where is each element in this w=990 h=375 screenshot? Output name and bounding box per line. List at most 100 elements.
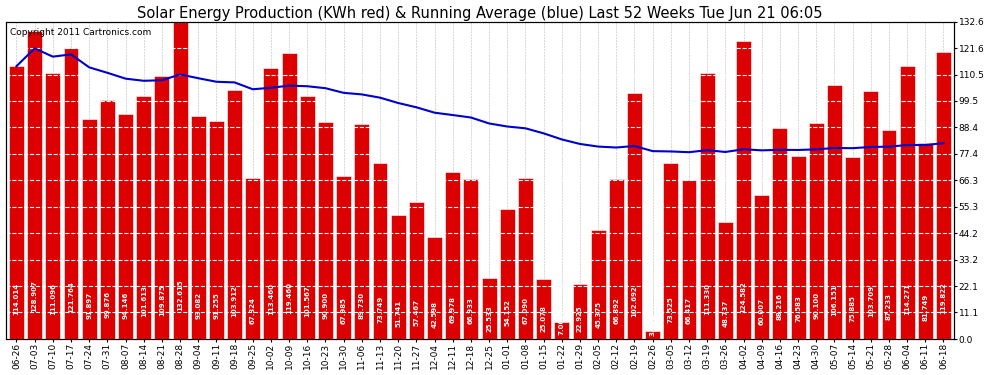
Bar (372, 162, 387, 339)
Bar (118, 114, 133, 339)
Bar (500, 210, 515, 339)
Bar (246, 178, 260, 339)
Bar (227, 90, 242, 339)
Bar (391, 215, 406, 339)
Text: 103.912: 103.912 (232, 285, 238, 317)
Bar (63, 48, 78, 339)
Bar (209, 121, 224, 339)
Bar (772, 128, 787, 339)
Bar (936, 52, 951, 339)
Bar (572, 284, 587, 339)
Text: 87.233: 87.233 (886, 293, 892, 320)
Bar (681, 180, 697, 339)
Text: 90.100: 90.100 (813, 292, 820, 320)
Bar (918, 143, 933, 339)
Bar (663, 163, 678, 339)
Bar (463, 179, 478, 339)
Bar (754, 195, 769, 339)
Bar (718, 222, 733, 339)
Bar (46, 73, 60, 339)
Text: 75.885: 75.885 (849, 295, 855, 322)
Text: 114.014: 114.014 (14, 282, 20, 315)
Text: 67.090: 67.090 (523, 297, 529, 324)
Bar (645, 332, 660, 339)
Bar (827, 85, 842, 339)
Bar (700, 73, 715, 339)
Bar (337, 176, 351, 339)
Bar (609, 179, 624, 339)
Text: 109.875: 109.875 (158, 284, 165, 316)
Bar (300, 96, 315, 339)
Text: 45.375: 45.375 (595, 301, 601, 328)
Bar (900, 66, 915, 339)
Text: 67.985: 67.985 (341, 297, 346, 324)
Bar (263, 68, 278, 339)
Bar (191, 116, 206, 339)
Bar (172, 22, 187, 339)
Text: 69.978: 69.978 (449, 296, 455, 323)
Text: 60.007: 60.007 (758, 298, 764, 325)
Text: 42.598: 42.598 (432, 302, 438, 328)
Text: 66.892: 66.892 (614, 297, 620, 324)
Text: 88.216: 88.216 (777, 293, 783, 320)
Bar (863, 91, 878, 339)
Bar (82, 119, 97, 339)
Text: 90.900: 90.900 (323, 292, 329, 319)
Text: 111.096: 111.096 (50, 284, 55, 315)
Text: 25.078: 25.078 (541, 305, 546, 332)
Title: Solar Energy Production (KWh red) & Running Average (blue) Last 52 Weeks Tue Jun: Solar Energy Production (KWh red) & Runn… (138, 6, 823, 21)
Bar (791, 156, 806, 339)
Text: 93.082: 93.082 (195, 292, 201, 319)
Bar (591, 231, 606, 339)
Bar (154, 76, 169, 339)
Text: 91.897: 91.897 (86, 292, 92, 319)
Text: 25.533: 25.533 (486, 305, 492, 332)
Bar (27, 30, 43, 339)
Text: 132.615: 132.615 (177, 280, 183, 311)
Text: 124.582: 124.582 (741, 281, 746, 313)
Text: 106.151: 106.151 (832, 285, 838, 316)
Text: 22.925: 22.925 (577, 306, 583, 332)
Text: 99.876: 99.876 (104, 291, 110, 318)
Bar (518, 178, 533, 339)
Text: 113.460: 113.460 (268, 283, 274, 315)
Text: 119.460: 119.460 (286, 282, 292, 314)
Text: 111.330: 111.330 (704, 284, 710, 315)
Text: 73.525: 73.525 (668, 296, 674, 322)
Bar (100, 100, 115, 339)
Bar (427, 237, 442, 339)
Text: 103.709: 103.709 (868, 285, 874, 317)
Bar (845, 158, 860, 339)
Text: Copyright 2011 Cartronics.com: Copyright 2011 Cartronics.com (10, 28, 151, 37)
Bar (9, 66, 24, 339)
Text: 76.583: 76.583 (795, 295, 801, 322)
Text: 73.749: 73.749 (377, 295, 383, 322)
Bar (354, 124, 369, 339)
Bar (627, 93, 642, 339)
Text: 7.009: 7.009 (558, 313, 564, 335)
Text: 3.152: 3.152 (649, 314, 655, 336)
Text: 101.567: 101.567 (304, 285, 310, 317)
Text: 121.764: 121.764 (68, 282, 74, 314)
Text: 102.692: 102.692 (632, 285, 638, 317)
Text: 66.933: 66.933 (468, 297, 474, 324)
Bar (137, 96, 151, 339)
Text: 89.730: 89.730 (358, 292, 365, 320)
Text: 101.613: 101.613 (141, 285, 147, 317)
Text: 57.467: 57.467 (414, 298, 420, 326)
Text: 48.737: 48.737 (723, 300, 729, 327)
Bar (409, 201, 424, 339)
Bar (446, 172, 460, 339)
Text: 114.271: 114.271 (904, 283, 910, 315)
Text: 94.146: 94.146 (123, 291, 129, 319)
Text: 91.255: 91.255 (214, 292, 220, 319)
Text: 67.324: 67.324 (249, 297, 255, 324)
Text: 81.749: 81.749 (923, 294, 929, 321)
Text: 66.417: 66.417 (686, 297, 692, 324)
Text: 128.907: 128.907 (32, 280, 38, 312)
Bar (881, 130, 896, 339)
Bar (554, 322, 569, 339)
Text: 54.152: 54.152 (504, 299, 510, 326)
Bar (282, 53, 297, 339)
Bar (737, 41, 751, 339)
